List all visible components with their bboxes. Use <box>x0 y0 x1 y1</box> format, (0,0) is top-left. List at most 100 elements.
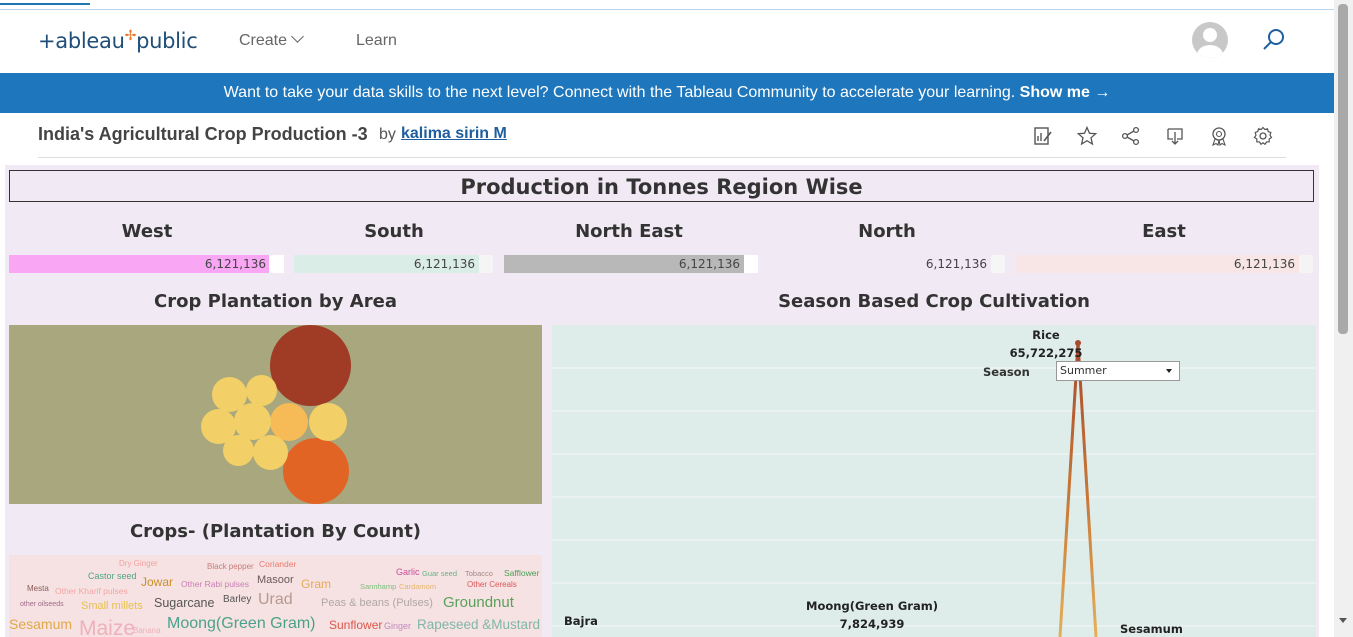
logo-text: +ableau <box>38 29 125 53</box>
scrollbar-thumb[interactable] <box>1338 4 1348 334</box>
tableau-public-logo[interactable]: +ableau✢public <box>38 28 198 53</box>
site-header: +ableau✢public Create Learn <box>0 10 1334 73</box>
share-icon[interactable] <box>1121 126 1141 146</box>
season-filter-dropdown[interactable]: Summer <box>1056 361 1180 381</box>
word-cloud-item[interactable]: Urad <box>258 591 293 608</box>
word-cloud-item[interactable]: Other Cereals <box>467 580 517 589</box>
word-cloud-item[interactable]: other oilseeds <box>20 601 64 608</box>
avatar[interactable] <box>1192 22 1228 58</box>
search-icon[interactable] <box>1262 28 1286 52</box>
word-cloud-item[interactable]: Castor seed <box>88 571 137 581</box>
word-cloud-item[interactable]: Guar seed <box>422 569 458 578</box>
bubble-largest[interactable] <box>270 325 351 406</box>
region-bar-north[interactable]: 6,121,136 <box>762 255 1005 273</box>
word-cloud-item[interactable]: Cardamom <box>399 582 437 591</box>
season-filter-value: Summer <box>1060 364 1107 377</box>
banner-text: Want to take your data skills to the nex… <box>223 84 1016 101</box>
edit-icon[interactable] <box>1033 126 1053 146</box>
award-icon[interactable] <box>1209 126 1229 146</box>
viz-title-bar: India's Agricultural Crop Production -3 … <box>38 113 1286 158</box>
word-cloud-item[interactable]: Moong(Green Gram) <box>167 615 316 632</box>
word-cloud-item[interactable]: Dry Ginger <box>119 559 158 568</box>
word-cloud-item[interactable]: Sunflower <box>329 618 383 632</box>
region-name-west: West <box>121 221 173 242</box>
region-bar-fill-north-east <box>504 255 744 273</box>
word-cloud-item[interactable]: Sannhamp <box>360 582 397 591</box>
word-cloud-item[interactable]: Rapeseed &Mustard <box>417 617 541 632</box>
scroll-down-arrow-icon[interactable] <box>1339 618 1347 623</box>
region-bar-fill-south <box>294 255 479 273</box>
region-bar-east[interactable]: 6,121,136 <box>1016 255 1313 273</box>
word-cloud-item[interactable]: Gram <box>301 577 331 591</box>
word-cloud-item[interactable]: Maize <box>79 617 136 637</box>
nav-create-menu[interactable]: Create <box>239 30 304 50</box>
dropdown-arrow-icon <box>1166 369 1172 373</box>
word-cloud-item[interactable]: Other Rabi pulses <box>181 579 250 589</box>
sesamum-label: Sesamum <box>1120 622 1183 636</box>
word-cloud-item[interactable]: Sugarcane <box>154 596 215 610</box>
word-cloud-item[interactable]: Jowar <box>141 575 174 589</box>
word-cloud-item[interactable]: Masoor <box>257 574 294 586</box>
region-value-north: 6,121,136 <box>925 257 987 271</box>
region-bar-north-east[interactable]: 6,121,136 <box>504 255 758 273</box>
top-strip <box>0 0 1334 10</box>
moong-label: Moong(Green Gram) <box>806 599 938 613</box>
word-cloud-item[interactable]: Groundnut <box>443 594 514 611</box>
settings-gear-icon[interactable] <box>1253 126 1273 146</box>
word-cloud-item[interactable]: Ginger <box>384 621 412 631</box>
season-filter-label: Season <box>983 365 1030 379</box>
chevron-down-icon <box>291 30 304 43</box>
moong-value-label: 7,824,939 <box>839 617 905 631</box>
author-link[interactable]: kalima sirin M <box>401 125 507 142</box>
season-line[interactable] <box>1058 342 1098 637</box>
word-cloud-item[interactable]: Tobacco <box>465 569 493 578</box>
word-cloud-item[interactable]: Small millets <box>81 600 143 612</box>
bubble-second[interactable] <box>283 438 349 504</box>
bubble[interactable] <box>253 435 288 470</box>
word-cloud-item[interactable]: Mesta <box>27 584 49 593</box>
bubble[interactable] <box>234 403 271 440</box>
bubble[interactable] <box>309 403 347 441</box>
word-cloud-item[interactable]: Other Kharif pulses <box>55 586 128 596</box>
region-name-north: North <box>858 221 916 242</box>
region-name-south: South <box>364 221 424 242</box>
word-cloud-item[interactable]: Barley <box>223 594 252 605</box>
season-chart-title: Season Based Crop Cultivation <box>778 291 1090 312</box>
logo-suffix: public <box>136 29 198 53</box>
region-bar-fill-north <box>762 255 991 273</box>
season-chart-canvas <box>552 340 1316 637</box>
top-strip-accent <box>0 0 90 5</box>
region-bar-south[interactable]: 6,121,136 <box>294 255 493 273</box>
region-bar-west[interactable]: 6,121,136 <box>9 255 284 273</box>
word-cloud-item[interactable]: Safflower <box>504 568 540 578</box>
word-cloud-item[interactable]: Coriander <box>259 559 297 569</box>
region-value-west: 6,121,136 <box>204 257 266 271</box>
word-cloud-item[interactable]: Garlic <box>396 567 420 577</box>
banner-show-me-link[interactable]: Show me → <box>1019 84 1111 101</box>
bubble[interactable] <box>270 403 308 441</box>
logo-plus-icon: ✢ <box>124 28 137 44</box>
crops-word-cloud[interactable]: Dry Ginger Black pepper Coriander Garlic… <box>9 555 542 637</box>
region-name-east: East <box>1142 221 1186 242</box>
rice-point[interactable] <box>1075 340 1081 346</box>
region-value-north-east: 6,121,136 <box>678 257 740 271</box>
word-cloud-item[interactable]: Banana <box>133 626 161 635</box>
rice-value-label: 65,722,275 <box>1009 346 1083 360</box>
bubble[interactable] <box>223 435 254 466</box>
favorite-star-icon[interactable] <box>1077 126 1097 146</box>
crop-area-bubble-chart[interactable] <box>9 325 542 504</box>
region-value-east: 6,121,136 <box>1233 257 1295 271</box>
word-cloud-item[interactable]: Black pepper <box>207 562 254 571</box>
season-crop-chart[interactable]: Rice 65,722,275 Moong(Green Gram) 7,824,… <box>552 325 1316 637</box>
avatar-head <box>1203 28 1217 42</box>
region-bar-fill-west <box>9 255 269 273</box>
nav-create-label: Create <box>239 32 288 49</box>
crops-count-title: Crops- (Plantation By Count) <box>129 521 422 542</box>
word-cloud-item[interactable]: Peas & beans (Pulses) <box>321 597 433 609</box>
download-icon[interactable] <box>1165 126 1185 146</box>
page-scrollbar[interactable] <box>1334 0 1353 637</box>
bubble[interactable] <box>246 375 277 406</box>
nav-learn-link[interactable]: Learn <box>356 32 397 49</box>
region-bar-fill-east <box>1016 255 1299 273</box>
word-cloud-item[interactable]: Sesamum <box>9 616 73 632</box>
